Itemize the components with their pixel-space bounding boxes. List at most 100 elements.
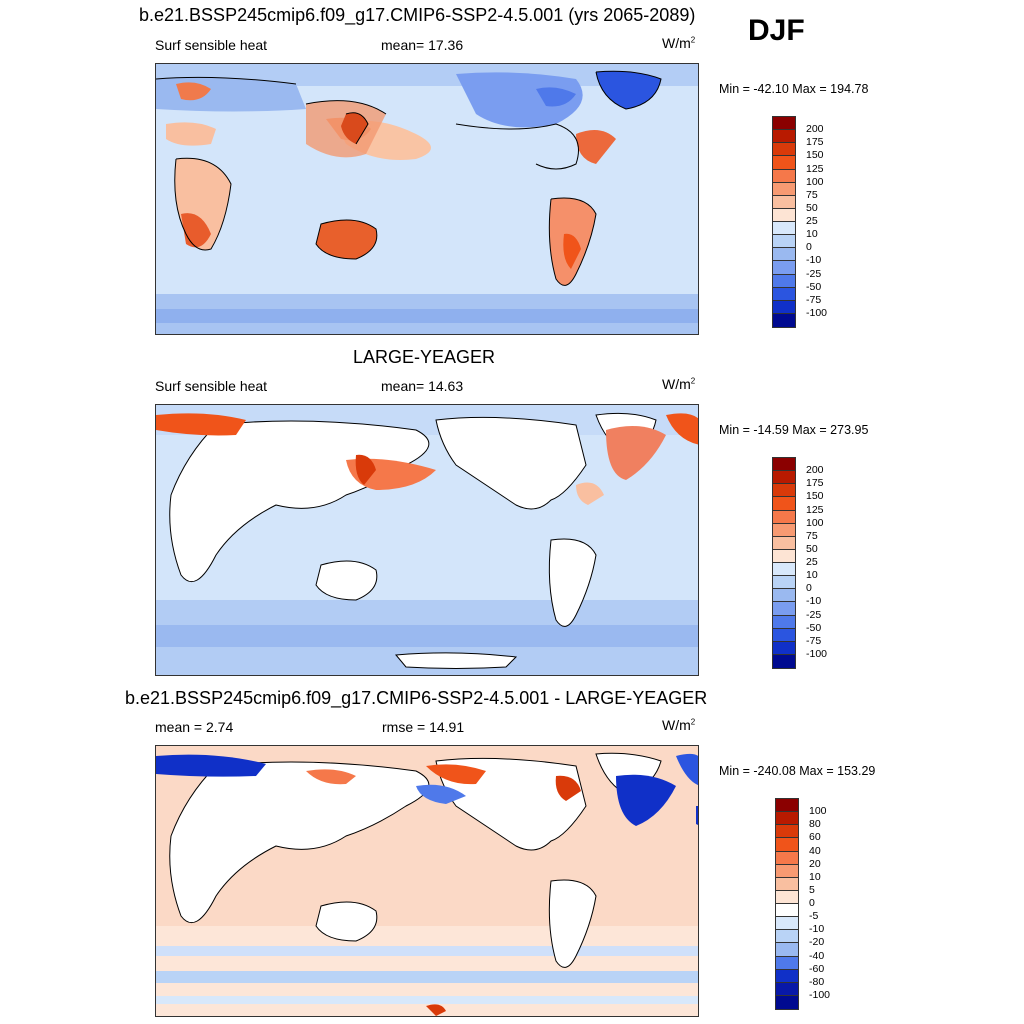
colorbar-tick-label: 200 (806, 123, 824, 136)
colorbar (775, 798, 799, 1010)
colorbar-box (776, 864, 798, 878)
colorbar-box (776, 995, 798, 1009)
mean-label: mean= 14.63 (381, 378, 464, 394)
colorbar-box (773, 641, 795, 655)
colorbar-tick-label: -50 (806, 280, 822, 293)
colorbar-tick-label: 75 (806, 188, 818, 201)
colorbar-box (773, 274, 795, 288)
colorbar-tick-label: 175 (806, 136, 824, 149)
colorbar-tick-label: 150 (806, 149, 824, 162)
colorbar-tick-label: -75 (806, 293, 822, 306)
colorbar-tick-label: 150 (806, 490, 824, 503)
colorbar-tick-label: 10 (806, 569, 818, 582)
colorbar-tick-label: -100 (806, 306, 828, 319)
colorbar-box (776, 956, 798, 970)
season-label: DJF (748, 14, 805, 47)
colorbar-tick-label: -50 (806, 621, 822, 634)
colorbar-box (773, 169, 795, 183)
colorbar-tick-label: 50 (806, 542, 818, 555)
colorbar-box (776, 851, 798, 865)
panel-title: b.e21.BSSP245cmip6.f09_g17.CMIP6-SSP2-4.… (139, 5, 696, 25)
colorbar-box (773, 471, 795, 485)
colorbar-tick-label: 75 (806, 529, 818, 542)
colorbar-tick-label: -100 (806, 647, 828, 660)
colorbar-tick-label: -25 (806, 267, 822, 280)
colorbar-tick-label: 20 (809, 857, 821, 870)
colorbar-box (773, 615, 795, 629)
colorbar-box (776, 838, 798, 852)
colorbar-box (776, 825, 798, 839)
colorbar-box (773, 510, 795, 524)
colorbar-tick-label: -80 (809, 975, 825, 988)
variable-label: Surf sensible heat (155, 378, 268, 394)
colorbar-box (773, 182, 795, 196)
colorbar-tick-label: 100 (809, 805, 827, 818)
colorbar-tick-label: 125 (806, 162, 824, 175)
minmax-label: Min = -14.59 Max = 273.95 (719, 423, 869, 437)
colorbar-box (776, 943, 798, 957)
colorbar-box (773, 287, 795, 301)
colorbar-box (776, 799, 798, 813)
colorbar-box (773, 143, 795, 157)
colorbar-box (776, 982, 798, 996)
colorbar-tick-label: -75 (806, 634, 822, 647)
colorbar-tick-label: -60 (809, 962, 825, 975)
colorbar-tick-label: 200 (806, 464, 824, 477)
colorbar-box (773, 235, 795, 249)
colorbar-box (773, 300, 795, 314)
colorbar-box (776, 877, 798, 891)
colorbar-box (773, 589, 795, 603)
colorbar-tick-label: 25 (806, 556, 818, 568)
colorbar-box (776, 812, 798, 826)
colorbar-tick-label: -10 (806, 595, 822, 608)
mean-label: mean = 2.74 (155, 719, 234, 735)
colorbar-tick-label: 100 (806, 175, 824, 188)
minmax-label: Min = -42.10 Max = 194.78 (719, 82, 869, 96)
colorbar-tick-label: 0 (806, 582, 812, 595)
world-map-model (155, 63, 699, 335)
colorbar-tick-label: 80 (809, 818, 821, 831)
panel-title: b.e21.BSSP245cmip6.f09_g17.CMIP6-SSP2-4.… (125, 688, 708, 708)
colorbar-tick-label: 100 (806, 516, 824, 529)
colorbar-box (776, 890, 798, 904)
units-label: W/m2 (662, 717, 696, 733)
world-map-diff (155, 745, 699, 1017)
colorbar-tick-label: 25 (806, 215, 818, 227)
colorbar-box (773, 156, 795, 170)
colorbar-box (773, 195, 795, 209)
mean-label: mean= 17.36 (381, 37, 464, 53)
colorbar-box (773, 222, 795, 236)
colorbar-box (776, 904, 798, 918)
colorbar-tick-label: 10 (809, 870, 821, 883)
colorbar-tick-label: -10 (809, 923, 825, 936)
colorbar-box (773, 248, 795, 262)
colorbar-box (773, 549, 795, 563)
colorbar-tick-label: -40 (809, 949, 825, 962)
colorbar-tick-label: -10 (806, 254, 822, 267)
colorbar-tick-label: 0 (809, 897, 815, 909)
colorbar-box (776, 917, 798, 931)
colorbar-tick-label: -100 (809, 988, 831, 1001)
variable-label: Surf sensible heat (155, 37, 268, 53)
colorbar-box (773, 130, 795, 144)
world-map-obs (155, 404, 699, 676)
colorbar-tick-label: 50 (806, 201, 818, 214)
colorbar-tick-label: 5 (809, 883, 815, 896)
colorbar-box (773, 523, 795, 537)
colorbar-tick-label: -25 (806, 608, 822, 621)
minmax-label: Min = -240.08 Max = 153.29 (719, 764, 876, 778)
colorbar-tick-label: 0 (806, 241, 812, 254)
colorbar-tick-label: 40 (809, 844, 821, 857)
colorbar-tick-label: 125 (806, 503, 824, 516)
colorbar-box (773, 576, 795, 590)
colorbar-box (773, 536, 795, 550)
colorbar (772, 116, 796, 328)
units-label: W/m2 (662, 35, 696, 51)
units-label: W/m2 (662, 376, 696, 392)
colorbar-tick-label: 175 (806, 477, 824, 490)
panel-title: LARGE-YEAGER (353, 347, 496, 367)
colorbar-box (773, 208, 795, 222)
colorbar (772, 457, 796, 669)
rmse-label: rmse = 14.91 (382, 719, 465, 735)
colorbar-box (773, 602, 795, 616)
